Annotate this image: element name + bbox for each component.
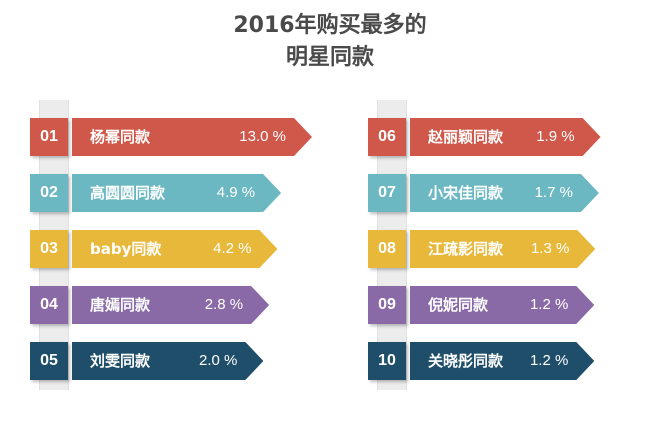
- data-label: 1.9 %: [536, 128, 575, 145]
- bar: 关晓彤同款 1.2 %: [410, 342, 594, 380]
- rank-badge: 04: [30, 286, 68, 324]
- data-label: 1.2 %: [529, 352, 569, 369]
- rank-badge: 06: [368, 118, 406, 156]
- bar-label: 倪妮同款: [428, 296, 489, 314]
- bar-label: baby同款: [90, 240, 162, 258]
- rank-badge: 01: [30, 118, 68, 156]
- rank-badge: 07: [368, 174, 406, 212]
- rank-badge: 10: [368, 342, 406, 380]
- bar: 江疏影同款 1.3 %: [410, 230, 595, 268]
- bar-label: 刘雯同款: [90, 352, 151, 370]
- bar-label: 关晓彤同款: [428, 352, 504, 370]
- rank-badge: 09: [368, 286, 406, 324]
- bar: 高圆圆同款 4.9 %: [72, 174, 281, 212]
- chart-title-line2: 明星同款: [285, 45, 374, 70]
- bar-label: 高圆圆同款: [90, 184, 166, 202]
- bar-label: 江疏影同款: [428, 240, 504, 258]
- data-label: 2.0 %: [199, 352, 238, 369]
- bar-label: 小宋佳同款: [428, 184, 504, 202]
- bar-label: 赵丽颖同款: [428, 128, 504, 146]
- bar: 杨幂同款 13.0 %: [72, 118, 312, 156]
- data-label: 1.3 %: [530, 240, 570, 257]
- data-label: 1.2 %: [529, 296, 569, 313]
- bar: 赵丽颖同款 1.9 %: [410, 118, 601, 156]
- rank-badge: 03: [30, 230, 68, 268]
- bar-label: 杨幂同款: [90, 128, 151, 146]
- data-label: 4.9 %: [216, 184, 256, 201]
- data-label: 4.2 %: [213, 240, 252, 257]
- bar: 唐嫣同款 2.8 %: [72, 286, 269, 324]
- chart-title-line1: 2016年购买最多的: [233, 13, 427, 38]
- data-label: 1.7 %: [534, 184, 573, 201]
- rank-badge: 08: [368, 230, 406, 268]
- data-label: 2.8 %: [204, 296, 244, 313]
- data-label: 13.0 %: [239, 128, 286, 145]
- bar: 倪妮同款 1.2 %: [410, 286, 594, 324]
- rank-badge: 05: [30, 342, 68, 380]
- bar: 刘雯同款 2.0 %: [72, 342, 263, 380]
- rank-badge: 02: [30, 174, 68, 212]
- bar: baby同款 4.2 %: [72, 230, 277, 268]
- bar-label: 唐嫣同款: [90, 296, 151, 314]
- bar: 小宋佳同款 1.7 %: [410, 174, 599, 212]
